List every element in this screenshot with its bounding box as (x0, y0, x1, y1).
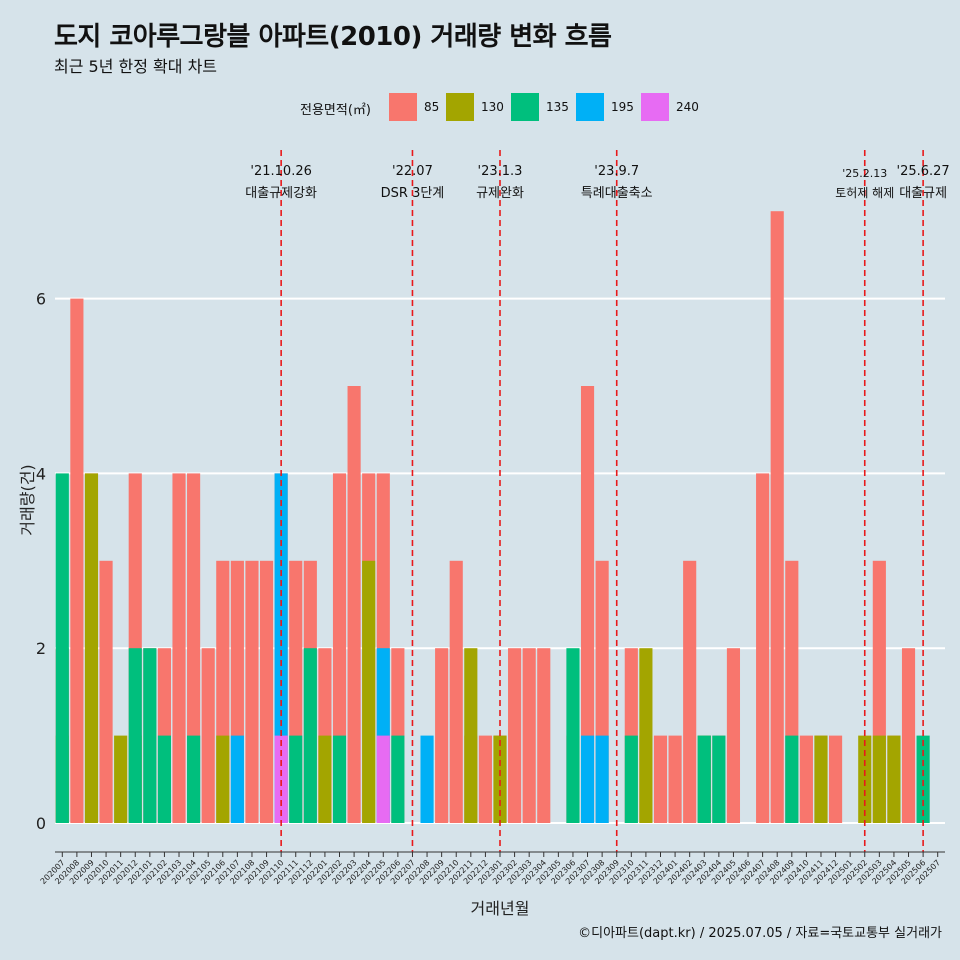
bar-135-202306 (566, 648, 580, 823)
bar-85-202302 (508, 648, 522, 823)
event-date-label: '25.6.27 (897, 164, 950, 179)
bar-85-202108 (245, 560, 259, 823)
bar-130-202411 (814, 735, 828, 823)
bar-130-202106 (216, 735, 230, 823)
bar-130-202502 (858, 735, 872, 823)
event-date-label: '23.9.7 (594, 164, 639, 179)
event-date-label: '25.2.13 (842, 167, 887, 180)
bar-195-202208 (420, 735, 434, 823)
event-label: 특례대출축소 (581, 186, 653, 201)
bar-85-202405 (726, 648, 741, 823)
bar-85-202408 (770, 211, 784, 823)
bar-135-202403 (697, 735, 711, 823)
bar-85-202412 (829, 735, 843, 823)
y-tick-label: 4 (36, 464, 46, 483)
event-label: 규제완화 (476, 186, 524, 201)
legend-label-240: 240 (676, 100, 699, 114)
y-tick-label: 2 (36, 639, 46, 658)
bar-135-202101 (143, 648, 157, 823)
chart-title: 도지 코아루그랑블 아파트(2010) 거래량 변화 흐름 (54, 22, 612, 52)
bar-85-202401 (668, 735, 682, 823)
event-label: DSR 3단계 (381, 186, 445, 201)
bar-240-202110 (274, 735, 288, 823)
bar-85-202010 (99, 560, 113, 823)
bar-85-202203 (347, 386, 361, 823)
bar-130-202301 (493, 735, 507, 823)
event-label: 대출규제강화 (245, 186, 317, 201)
legend-swatch-85 (389, 93, 417, 121)
bar-85-202307 (580, 386, 595, 823)
bar-85-202303 (522, 648, 536, 823)
bar-85-202212 (478, 735, 492, 823)
bar-130-202211 (464, 648, 478, 823)
bar-85-202402 (683, 560, 697, 823)
bar-130-202504 (887, 735, 901, 823)
legend-label-195: 195 (611, 100, 634, 114)
bar-85-202105 (201, 648, 215, 823)
legend-swatch-240 (641, 93, 669, 121)
legend-swatch-195 (576, 93, 604, 121)
chart-subtitle: 최근 5년 한정 확대 차트 (54, 57, 218, 76)
bar-135-202409 (785, 735, 799, 823)
bar-135-202112 (303, 648, 317, 823)
bar-135-202111 (289, 735, 303, 823)
bar-85-202210 (449, 560, 463, 823)
bar-195-202307 (580, 735, 595, 823)
bar-85-202410 (799, 735, 813, 823)
bar-85-202312 (653, 735, 668, 823)
x-axis-title: 거래년월 (471, 899, 530, 918)
bar-85-202109 (259, 560, 274, 823)
event-date-label: '22.07 (392, 164, 433, 179)
legend-label-135: 135 (546, 100, 569, 114)
bar-130-202503 (872, 735, 886, 823)
bar-85-202407 (756, 473, 770, 823)
event-label: 토허제 해제 (835, 186, 894, 200)
bar-135-202206 (391, 735, 405, 823)
bar-135-202007 (55, 473, 69, 823)
bar-85-202209 (435, 648, 449, 823)
bar-85-202304 (537, 648, 551, 823)
bar-240-202205 (376, 735, 390, 823)
bar-135-202012 (128, 648, 142, 823)
bar-130-202204 (362, 560, 376, 823)
y-axis-title: 거래량(건) (18, 464, 37, 535)
event-date-label: '23.1.3 (478, 164, 523, 179)
bar-130-202311 (639, 648, 653, 823)
bar-195-202107 (230, 735, 244, 823)
legend-swatch-135 (511, 93, 539, 121)
legend-label-85: 85 (424, 100, 440, 114)
caption: ©디아파트(dapt.kr) / 2025.07.05 / 자료=국토교통부 실… (578, 926, 942, 941)
legend-label-130: 130 (481, 100, 504, 114)
y-tick-label: 0 (36, 814, 46, 833)
bar-135-202310 (624, 735, 638, 823)
bar-135-202104 (187, 735, 201, 823)
bar-130-202009 (84, 473, 99, 823)
event-label: 대출규제 (899, 186, 947, 201)
bar-135-202102 (157, 735, 171, 823)
legend-swatch-130 (446, 93, 474, 121)
bar-85-202505 (901, 648, 916, 823)
event-date-label: '21.10.26 (250, 164, 311, 179)
bar-130-202201 (318, 735, 332, 823)
bar-135-202506 (916, 735, 930, 823)
bar-195-202308 (595, 735, 609, 823)
bar-130-202011 (114, 735, 128, 823)
bar-85-202008 (70, 298, 84, 824)
legend-title: 전용면적(㎡) (300, 103, 371, 118)
legend: 전용면적(㎡) 85 130 135 195 240 (0, 93, 960, 121)
bar-135-202404 (712, 735, 726, 823)
y-tick-label: 6 (36, 290, 46, 309)
bar-85-202103 (172, 473, 186, 823)
bar-135-202202 (332, 735, 347, 823)
